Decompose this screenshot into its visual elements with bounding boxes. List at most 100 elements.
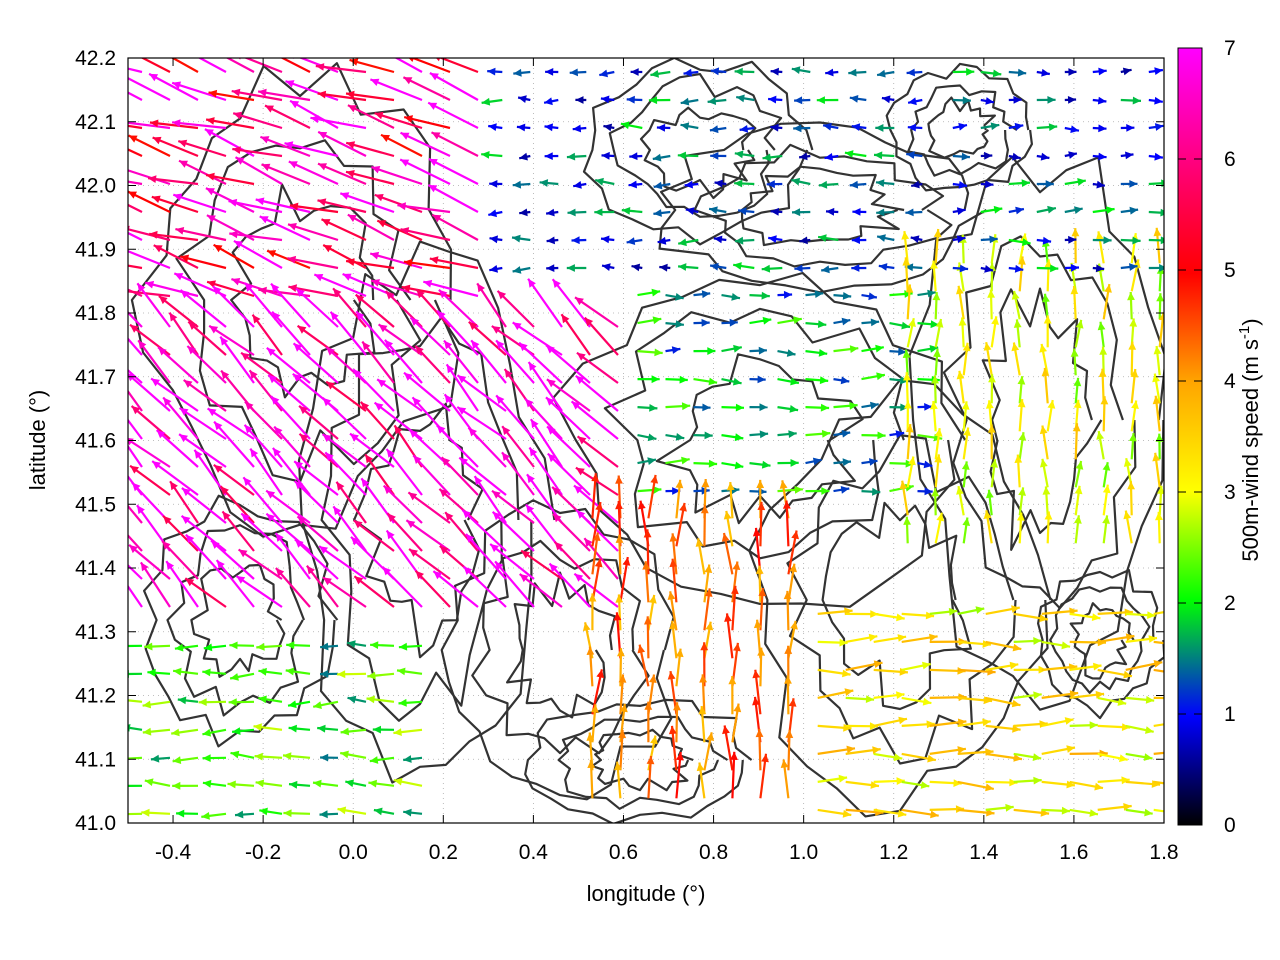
wind-vector	[1155, 511, 1163, 544]
wind-vector	[491, 489, 535, 524]
wind-vector-head	[128, 191, 137, 199]
wind-vector-head	[726, 482, 735, 491]
wind-vector	[737, 207, 755, 216]
contour-line	[942, 235, 1137, 610]
wind-vector-head	[752, 669, 761, 679]
wind-vector	[398, 698, 423, 707]
wind-vector-head	[595, 177, 604, 186]
wind-vector	[128, 372, 171, 412]
wind-vector	[1011, 342, 1021, 376]
wind-vector-head	[163, 397, 172, 407]
wind-vector-shaft	[206, 280, 255, 298]
wind-vector	[346, 640, 367, 648]
wind-vector-head	[356, 311, 365, 321]
wind-vector-head	[793, 124, 802, 133]
wind-vector-head	[297, 516, 307, 525]
wind-vector-shaft	[317, 162, 367, 186]
wind-vector	[817, 808, 852, 818]
wind-vector-head	[490, 544, 499, 553]
wind-vector-head	[1070, 263, 1079, 272]
wind-vector-shaft	[237, 548, 283, 580]
wind-vector-head	[319, 810, 328, 819]
wind-vector-head	[166, 561, 175, 570]
wind-vector-head	[908, 318, 916, 327]
wind-vector-shaft	[385, 448, 423, 496]
wind-vector	[983, 342, 993, 376]
wind-vector	[251, 314, 283, 356]
contour-line	[320, 316, 520, 722]
wind-vector-head	[734, 179, 743, 188]
wind-vector-head	[284, 141, 294, 149]
wind-vector	[675, 479, 684, 519]
wind-vector	[317, 198, 367, 214]
wind-vector	[172, 193, 227, 214]
wind-vector-shaft	[161, 540, 199, 580]
wind-vector-head	[497, 290, 507, 300]
wind-vector-shaft	[431, 213, 479, 241]
wind-vector	[313, 273, 367, 298]
wind-vector-shaft	[374, 193, 423, 214]
wind-vector-head	[985, 400, 994, 409]
wind-vector-shaft	[526, 473, 563, 524]
wind-vector	[759, 753, 769, 799]
wind-vector	[376, 219, 423, 242]
wind-vector-head	[577, 436, 587, 445]
wind-vector-head	[488, 209, 497, 218]
wind-vector	[956, 485, 965, 516]
wind-vector-head	[347, 640, 356, 648]
wind-vector	[489, 235, 503, 244]
wind-vector-head	[519, 574, 529, 583]
wind-vector-head	[784, 675, 792, 684]
wind-vector	[768, 235, 783, 243]
wind-vector-head	[253, 723, 262, 732]
wind-vector	[1013, 637, 1042, 645]
wind-vector	[349, 58, 395, 74]
wind-vector	[171, 728, 199, 737]
wind-vector-head	[821, 265, 830, 274]
wind-vector-head	[384, 339, 394, 349]
wind-vector-shaft	[273, 425, 311, 468]
wind-vector-shaft	[178, 407, 227, 440]
wind-vector-head	[317, 90, 327, 99]
wind-vector	[985, 605, 1020, 615]
y-tick-label: 41.8	[75, 302, 116, 325]
wind-vector	[783, 590, 792, 631]
wind-vector-head	[710, 262, 719, 271]
wind-vector	[225, 58, 255, 73]
wind-vector-shaft	[1153, 668, 1164, 673]
wind-vector	[501, 451, 535, 496]
wind-vector-shaft	[128, 180, 143, 186]
wind-vector-head	[735, 236, 744, 245]
wind-vector	[128, 389, 143, 412]
wind-vector-head	[152, 136, 162, 145]
wind-vector-head	[250, 448, 259, 458]
wind-vector-head	[337, 670, 346, 679]
wind-vector-head	[1047, 400, 1056, 409]
wind-vector	[288, 780, 311, 789]
wind-vector-shaft	[524, 398, 563, 440]
wind-vector-head	[177, 46, 186, 53]
wind-vector-shaft	[318, 545, 367, 580]
wind-vector-head	[983, 510, 992, 519]
wind-vector	[980, 235, 998, 244]
wind-vector	[917, 487, 933, 496]
wind-vector	[520, 549, 563, 580]
wind-vector-head	[708, 459, 718, 468]
wind-vector-head	[1127, 481, 1135, 490]
wind-vector	[677, 151, 699, 160]
wind-vector-shaft	[332, 505, 367, 552]
wind-vector-head	[869, 458, 878, 466]
wind-vector	[428, 157, 479, 185]
wind-vector-shaft	[400, 228, 451, 242]
wind-vector	[777, 316, 802, 325]
wind-vector-head	[591, 704, 599, 713]
wind-vector-head	[821, 487, 830, 495]
wind-vector	[546, 264, 559, 272]
wind-vector-head	[266, 490, 276, 499]
wind-vector-head	[293, 343, 303, 352]
wind-vector-shaft	[321, 397, 367, 440]
wind-vector-head	[956, 207, 966, 215]
wind-vector-head	[147, 668, 156, 677]
wind-vector	[128, 418, 143, 440]
wind-vector-head	[255, 779, 265, 788]
